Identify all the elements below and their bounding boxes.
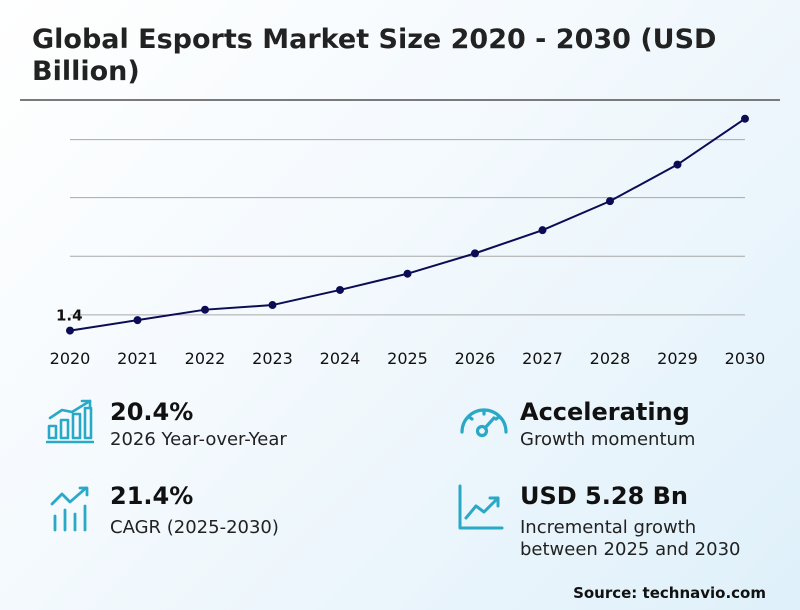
x-tick-label: 2024 bbox=[320, 349, 361, 368]
stat-incremental: USD 5.28 Bn Incremental growth between 2… bbox=[456, 482, 786, 562]
series-line bbox=[69, 117, 746, 332]
data-point bbox=[268, 301, 277, 310]
data-labels: 1.4 bbox=[56, 307, 83, 325]
line-chart: 1.4 2020 2021 2022 2023 2024 2025 2026 2027 2028… bbox=[50, 114, 766, 368]
data-point bbox=[336, 285, 344, 294]
x-tick-label: 2027 bbox=[522, 349, 563, 368]
stat-yoy: 20.4% 2026 Year-over-Year bbox=[46, 398, 366, 458]
x-tick-label: 2021 bbox=[117, 349, 158, 368]
stat-label: 2026 Year-over-Year bbox=[110, 429, 287, 450]
x-tick-label: 2030 bbox=[725, 349, 766, 368]
stat-value: 20.4% bbox=[110, 398, 194, 426]
x-tick-label: 2026 bbox=[455, 349, 496, 368]
trend-bars-icon bbox=[50, 486, 89, 532]
data-point bbox=[538, 226, 547, 235]
stat-value: USD 5.28 Bn bbox=[520, 482, 688, 510]
data-point bbox=[133, 316, 142, 325]
x-axis-ticks: 2020 2021 2022 2023 2024 2025 2026 2027 2028 2029… bbox=[50, 349, 766, 368]
data-point bbox=[471, 249, 479, 258]
stat-value: 21.4% bbox=[110, 482, 194, 510]
data-point bbox=[606, 197, 614, 206]
data-label: 1.4 bbox=[56, 307, 83, 325]
stat-momentum: Accelerating Growth momentum bbox=[458, 398, 778, 458]
x-tick-label: 2023 bbox=[252, 349, 293, 368]
x-tick-label: 2020 bbox=[50, 349, 91, 368]
series-line bbox=[69, 117, 746, 332]
stat-cagr: 21.4% CAGR (2025-2030) bbox=[50, 482, 370, 542]
stat-label-line-2: between 2025 and 2030 bbox=[520, 539, 741, 560]
x-tick-label: 2022 bbox=[185, 349, 226, 368]
data-point bbox=[201, 305, 209, 314]
speedometer-icon bbox=[460, 408, 508, 438]
data-point bbox=[741, 114, 749, 123]
stat-value: Accelerating bbox=[520, 398, 690, 426]
x-tick-label: 2029 bbox=[657, 349, 698, 368]
data-point bbox=[66, 326, 74, 335]
stat-label-line-1: Incremental growth bbox=[520, 517, 697, 538]
title-divider bbox=[20, 99, 780, 101]
trend-chart-icon bbox=[458, 484, 504, 530]
x-tick-label: 2025 bbox=[387, 349, 428, 368]
stat-label: Growth momentum bbox=[520, 429, 696, 450]
chart-title: Global Esports Market Size 2020 - 2030 (… bbox=[32, 24, 717, 87]
gridlines bbox=[70, 139, 745, 316]
source-credit: Source: technavio.com bbox=[573, 584, 766, 602]
data-points bbox=[66, 114, 749, 335]
stat-label: CAGR (2025-2030) bbox=[110, 517, 279, 538]
data-point bbox=[673, 160, 682, 169]
bar-growth-icon bbox=[46, 399, 94, 444]
data-point bbox=[403, 269, 412, 278]
x-tick-label: 2028 bbox=[590, 349, 631, 368]
